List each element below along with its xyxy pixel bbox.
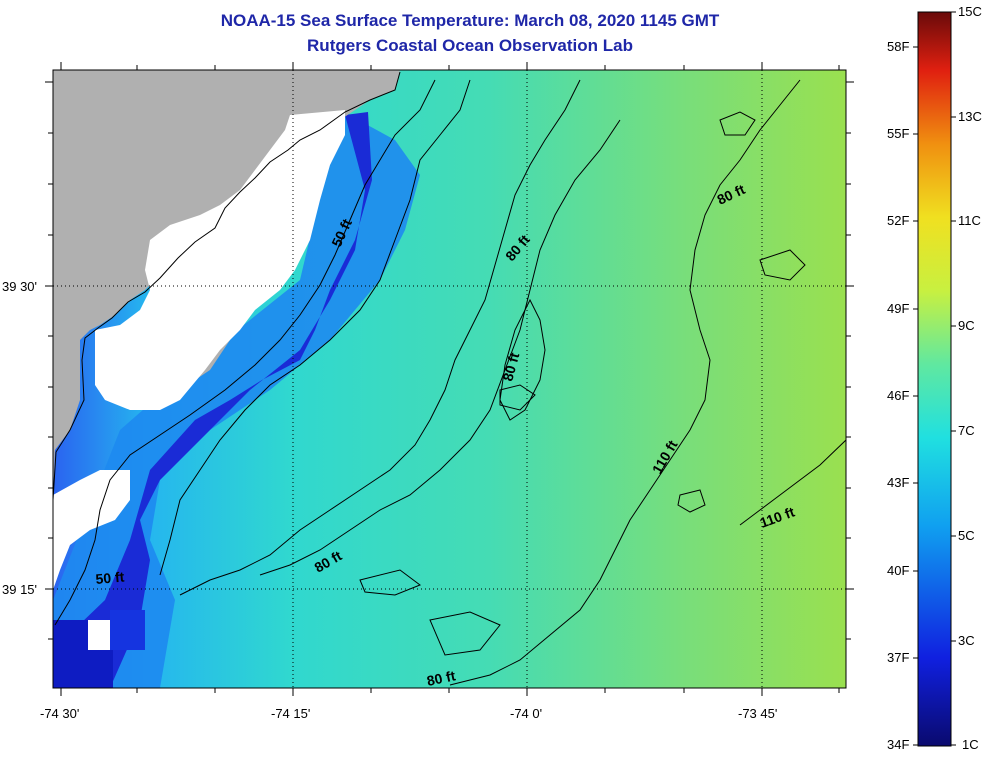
colorbar-c-label: 15C (958, 4, 982, 19)
colorbar-c-label: 5C (958, 528, 975, 543)
colorbar-c-label: 9C (958, 318, 975, 333)
x-tick-label: -73 45' (738, 706, 777, 721)
colorbar-f-label: 58F (887, 39, 909, 54)
contour-label: 80 ft (425, 667, 457, 689)
figure-subtitle: Rutgers Coastal Ocean Observation Lab (307, 36, 633, 55)
contour-label: 80 ft (499, 351, 522, 383)
x-tick-label: -74 0' (510, 706, 542, 721)
colorbar-f-label: 40F (887, 563, 909, 578)
cold-patch-2 (110, 610, 145, 650)
y-tick-label: 39 30' (2, 279, 37, 294)
colorbar-f-label: 55F (887, 126, 909, 141)
colorbar-c-label: 3C (958, 633, 975, 648)
x-tick-label: -74 15' (271, 706, 310, 721)
graticule (53, 70, 846, 688)
coastline (53, 71, 401, 501)
bathymetry-contours (54, 79, 846, 686)
cloud-mask-south (53, 470, 130, 590)
y-tick-label: 39 15' (2, 582, 37, 597)
colorbar-f-label: 34F (887, 737, 909, 752)
colorbar-f-label: 43F (887, 475, 909, 490)
colorbar-f-label: 49F (887, 301, 909, 316)
land-mass (53, 70, 400, 500)
colorbar-scale (917, 11, 952, 747)
colorbar-f-label: 52F (887, 213, 909, 228)
colorbar: 58F 55F 52F 49F 46F 43F 40F 37F 34F 15C … (887, 4, 982, 752)
cloud-mask-patch (88, 620, 110, 650)
colorbar-c-label: 7C (958, 423, 975, 438)
axis-ticks (45, 62, 854, 696)
colorbar-c-label: 1C (962, 737, 979, 752)
colorbar-f-label: 46F (887, 388, 909, 403)
x-tick-label: -74 30' (40, 706, 79, 721)
very-cold-water (53, 112, 372, 688)
figure-title: NOAA-15 Sea Surface Temperature: March 0… (220, 11, 720, 30)
colorbar-f-label: 37F (887, 650, 909, 665)
colorbar-c-label: 11C (958, 213, 981, 228)
colorbar-c-label: 13C (958, 109, 982, 124)
map-plot-area: 50 ft 80 ft 80 ft 80 ft 80 ft 110 ft 110… (53, 70, 846, 689)
cloud-mask (95, 110, 345, 410)
contour-label: 50 ft (95, 569, 125, 587)
